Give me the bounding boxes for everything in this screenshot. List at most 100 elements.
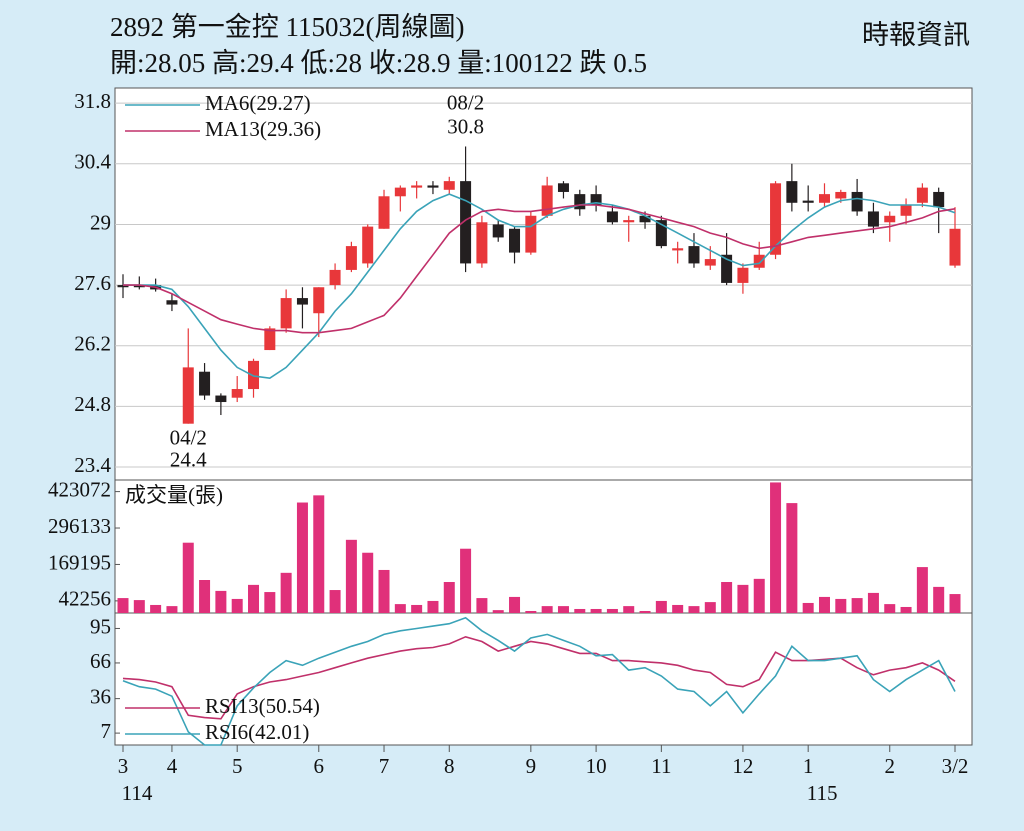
candle-body xyxy=(248,360,260,390)
chart-title: 2892 第一金控 115032(周線圖) xyxy=(110,12,464,42)
volume-bar xyxy=(672,604,684,613)
candle-body xyxy=(411,185,423,188)
volume-bar xyxy=(411,604,423,613)
panel-label: 成交量(張) xyxy=(125,483,223,507)
candle-body xyxy=(509,228,521,253)
volume-bar xyxy=(574,608,586,613)
candle-body xyxy=(867,211,879,227)
candle-body xyxy=(362,226,374,264)
candle-body xyxy=(900,204,912,216)
candle-body xyxy=(443,181,455,190)
candle-body xyxy=(394,187,406,197)
volume-bar xyxy=(786,503,798,613)
candle-body xyxy=(590,194,602,205)
candle-body xyxy=(166,300,178,305)
x-tick-label: 5 xyxy=(232,754,243,778)
volume-bar xyxy=(802,602,814,613)
volume-bar xyxy=(378,569,390,613)
candle-body xyxy=(672,248,684,251)
legend-label: RSI6(42.01) xyxy=(205,720,309,744)
candle-body xyxy=(460,181,472,264)
x-tick-label: 2 xyxy=(884,754,895,778)
volume-bar xyxy=(721,582,733,613)
candle-body xyxy=(557,183,569,192)
candle-body xyxy=(574,194,586,210)
volume-bar xyxy=(509,596,521,613)
y-tick-label: 296133 xyxy=(48,514,111,538)
volume-bar xyxy=(199,580,211,613)
volume-bar xyxy=(264,592,276,613)
y-tick-label: 30.4 xyxy=(74,150,111,174)
candle-body xyxy=(378,196,390,229)
volume-bar xyxy=(623,606,635,613)
y-tick-label: 169195 xyxy=(48,550,111,574)
y-tick-label: 23.4 xyxy=(74,453,111,477)
y-tick-label: 27.6 xyxy=(74,271,111,295)
candle-body xyxy=(721,254,733,283)
x-tick-label: 3 xyxy=(118,754,129,778)
candle-body xyxy=(639,215,651,223)
candle-body xyxy=(802,200,814,203)
candle-body xyxy=(655,220,667,247)
candle-body xyxy=(476,222,488,264)
y-tick-label: 95 xyxy=(90,614,111,638)
volume-bar xyxy=(590,608,602,613)
volume-bar xyxy=(492,610,504,613)
source: 時報資訊 xyxy=(862,20,970,50)
volume-bar xyxy=(394,604,406,613)
candle-body xyxy=(623,220,635,223)
volume-bar xyxy=(296,502,308,613)
y-tick-label: 42256 xyxy=(59,587,112,611)
year-label: 114 xyxy=(122,781,153,805)
candle-body xyxy=(182,367,194,424)
volume-bar xyxy=(753,578,765,613)
y-tick-label: 423072 xyxy=(48,477,111,501)
annotation-value: 24.4 xyxy=(170,448,207,472)
volume-bar xyxy=(248,584,260,613)
volume-bar xyxy=(541,606,553,613)
annotation-date: 08/2 xyxy=(447,90,484,114)
y-tick-label: 31.8 xyxy=(74,89,111,113)
volume-bar xyxy=(606,608,618,613)
volume-bar xyxy=(329,590,341,613)
volume-bar xyxy=(280,572,292,613)
candle-body xyxy=(345,246,357,270)
volume-bar xyxy=(166,606,178,613)
volume-bar xyxy=(933,586,945,613)
x-tick-label: 1 xyxy=(803,754,814,778)
candle-body xyxy=(704,259,716,266)
volume-bar xyxy=(688,606,700,613)
volume-bar xyxy=(851,598,863,613)
volume-bar xyxy=(557,606,569,613)
volume-bar xyxy=(818,596,830,613)
x-tick-label: 6 xyxy=(314,754,325,778)
candle-body xyxy=(933,191,945,208)
volume-bar xyxy=(460,548,472,613)
volume-bar xyxy=(182,542,194,613)
volume-bar xyxy=(949,594,961,613)
volume-bar xyxy=(770,482,782,613)
candle-body xyxy=(851,191,863,212)
candle-body xyxy=(231,389,243,398)
x-tick-label: 7 xyxy=(379,754,390,778)
candle-body xyxy=(786,181,798,203)
candle-body xyxy=(541,185,553,216)
x-tick-label: 8 xyxy=(444,754,455,778)
y-tick-label: 24.8 xyxy=(74,392,111,416)
candle-body xyxy=(313,287,325,314)
volume-bar xyxy=(737,584,749,613)
candle-body xyxy=(770,183,782,255)
candle-body xyxy=(884,215,896,223)
legend-label: RSI13(50.54) xyxy=(205,694,320,718)
volume-bar xyxy=(867,592,879,613)
x-tick-label: 12 xyxy=(732,754,753,778)
x-tick-label: 11 xyxy=(651,754,671,778)
volume-bar xyxy=(231,598,243,613)
volume-bar xyxy=(900,606,912,613)
volume-bar xyxy=(313,495,325,613)
volume-bar xyxy=(835,598,847,613)
volume-bar xyxy=(655,600,667,613)
volume-bar xyxy=(884,604,896,613)
volume-bar xyxy=(345,539,357,613)
